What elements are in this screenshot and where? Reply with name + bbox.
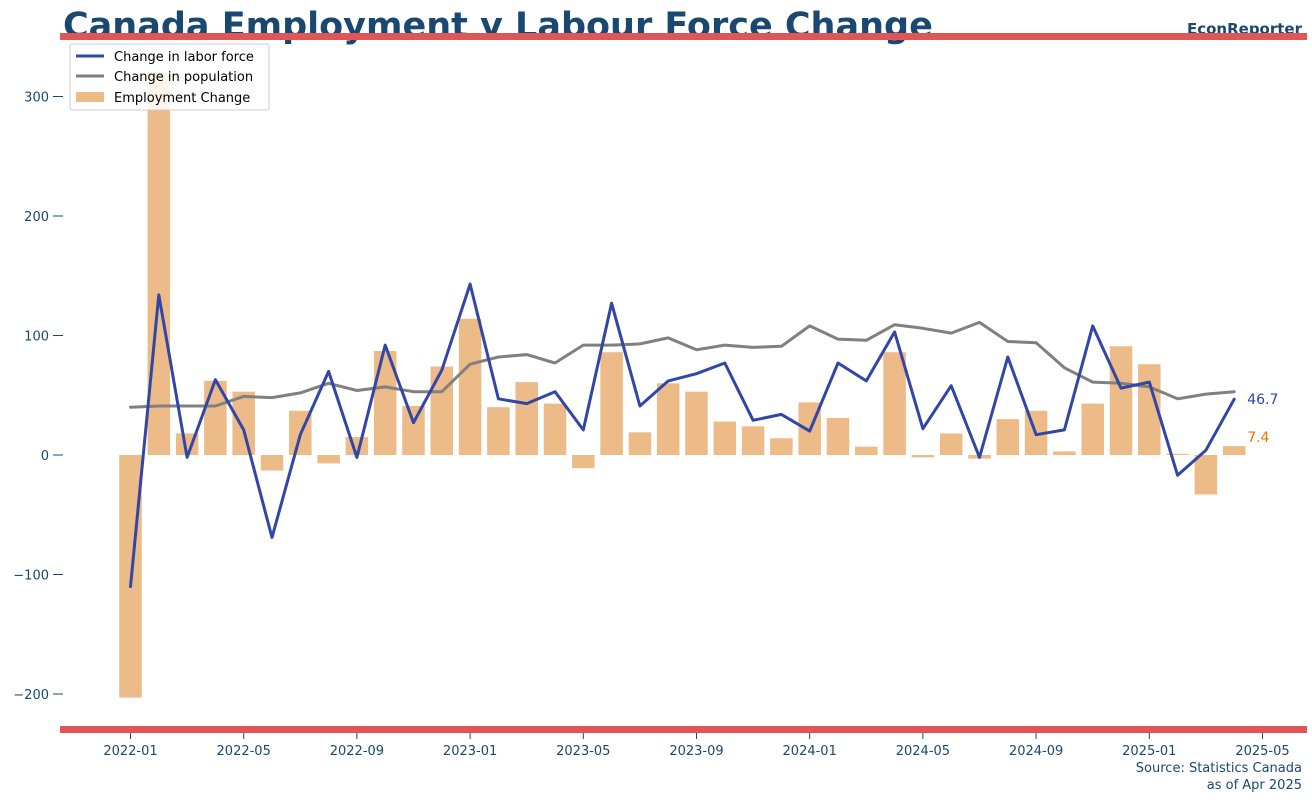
bar-employment-change xyxy=(770,438,793,455)
y-tick-label: −100 xyxy=(13,569,49,584)
bar-employment-change xyxy=(1222,446,1246,455)
y-tick-label: 200 xyxy=(24,210,49,225)
bar-employment-change xyxy=(656,383,680,455)
bar-employment-change xyxy=(543,403,567,455)
bar-employment-change xyxy=(373,351,397,455)
legend-label-labor-force: Change in labor force xyxy=(114,50,254,65)
bar-employment-change xyxy=(600,352,623,455)
legend-swatch-employment xyxy=(76,92,104,102)
bar-employment-change xyxy=(572,455,595,469)
end-label-employment: 7.4 xyxy=(1247,430,1269,446)
bar-employment-change xyxy=(1109,346,1133,455)
bar-employment-change xyxy=(232,391,255,455)
bar-employment-change xyxy=(1194,455,1218,495)
top-rule xyxy=(60,33,1307,40)
bar-employment-change xyxy=(515,382,538,455)
legend: Change in labor force Change in populati… xyxy=(69,43,270,111)
x-tick-label: 2023-05 xyxy=(556,744,610,759)
line-change-in-labor-force xyxy=(129,282,1236,588)
series-lines xyxy=(129,282,1236,588)
x-tick-label: 2024-05 xyxy=(896,744,950,759)
x-tick-label: 2024-09 xyxy=(1009,744,1063,759)
y-tick-label: −200 xyxy=(13,688,49,703)
bar-employment-change xyxy=(1081,403,1104,455)
bar-employment-change xyxy=(317,455,340,464)
source-note: Source: Statistics Canada xyxy=(1136,761,1302,776)
bar-employment-change xyxy=(855,446,878,455)
x-tick-label: 2022-01 xyxy=(103,744,157,759)
y-tick-label: 300 xyxy=(24,91,49,106)
bar-employment-change xyxy=(685,391,708,455)
bar-employment-change xyxy=(741,426,765,455)
y-tick-label: 0 xyxy=(41,449,49,464)
bar-employment-change xyxy=(1053,451,1076,455)
x-tick-label: 2023-09 xyxy=(669,744,723,759)
bar-employment-change xyxy=(628,432,652,455)
line-change-in-population xyxy=(129,320,1236,409)
bar-employment-change xyxy=(713,421,737,455)
x-axis: 2022-01 2022-05 2022-09 2023-01 2023-05 2023-… xyxy=(103,733,1290,759)
x-tick-label: 2025-01 xyxy=(1122,744,1176,759)
bar-employment-change xyxy=(487,407,510,455)
as-of-note: as of Apr 2025 xyxy=(1207,778,1302,793)
x-tick-label: 2022-09 xyxy=(330,744,384,759)
y-tick-label: 100 xyxy=(24,330,49,345)
x-tick-label: 2022-05 xyxy=(217,744,271,759)
legend-label-population: Change in population xyxy=(114,70,253,85)
bar-employment-change xyxy=(826,417,850,455)
bar-employment-change xyxy=(260,455,284,471)
x-tick-label: 2024-01 xyxy=(783,744,837,759)
bar-employment-change xyxy=(147,72,171,455)
bottom-rule xyxy=(60,726,1307,733)
legend-box xyxy=(69,43,270,111)
bar-employment-change xyxy=(402,406,425,455)
bar-employment-change xyxy=(1166,453,1189,455)
x-tick-label: 2023-01 xyxy=(443,744,497,759)
end-labels: 46.7 7.4 xyxy=(1247,392,1278,446)
bar-employment-change xyxy=(430,366,454,455)
bar-employment-change xyxy=(458,318,482,455)
x-tick-label: 2025-05 xyxy=(1235,744,1289,759)
end-label-labor-force: 46.7 xyxy=(1247,392,1278,408)
bar-employment-change xyxy=(911,455,935,458)
bar-employment-change xyxy=(996,419,1020,455)
legend-label-employment: Employment Change xyxy=(114,91,250,106)
bar-employment-change xyxy=(883,352,906,455)
y-axis: 300 200 100 0 −100 −200 xyxy=(13,91,63,703)
bar-employment-change xyxy=(939,433,963,455)
